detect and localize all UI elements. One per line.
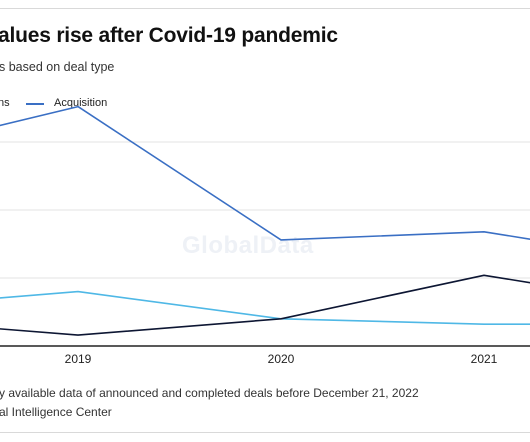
footnote-source: al Intelligence Center	[0, 405, 112, 419]
chart-subtitle: s based on deal type	[0, 60, 115, 74]
x-tick-label-2019: 2019	[65, 352, 92, 366]
gridlines	[0, 141, 530, 279]
legend-item-ns: ns	[0, 97, 10, 109]
x-tick-label-2021: 2021	[471, 352, 498, 366]
footnote-note: y available data of announced and comple…	[0, 386, 419, 400]
bottom-divider	[0, 432, 530, 433]
series-lines	[0, 105, 530, 336]
chart-title: alues rise after Covid-19 pandemic	[0, 24, 338, 47]
series-line-unlabeled-2	[0, 274, 530, 336]
x-tick-label-2020: 2020	[268, 352, 295, 366]
top-divider	[0, 8, 530, 9]
watermark: GlobalData	[182, 232, 314, 259]
legend-label-acquisition: Acquisition	[54, 97, 108, 109]
legend-label-ns: ns	[0, 97, 10, 109]
series-line-acquisition	[0, 105, 530, 241]
x-tick-labels: 2019 2020 2021	[65, 352, 498, 366]
legend-swatch-acquisition	[26, 103, 44, 105]
